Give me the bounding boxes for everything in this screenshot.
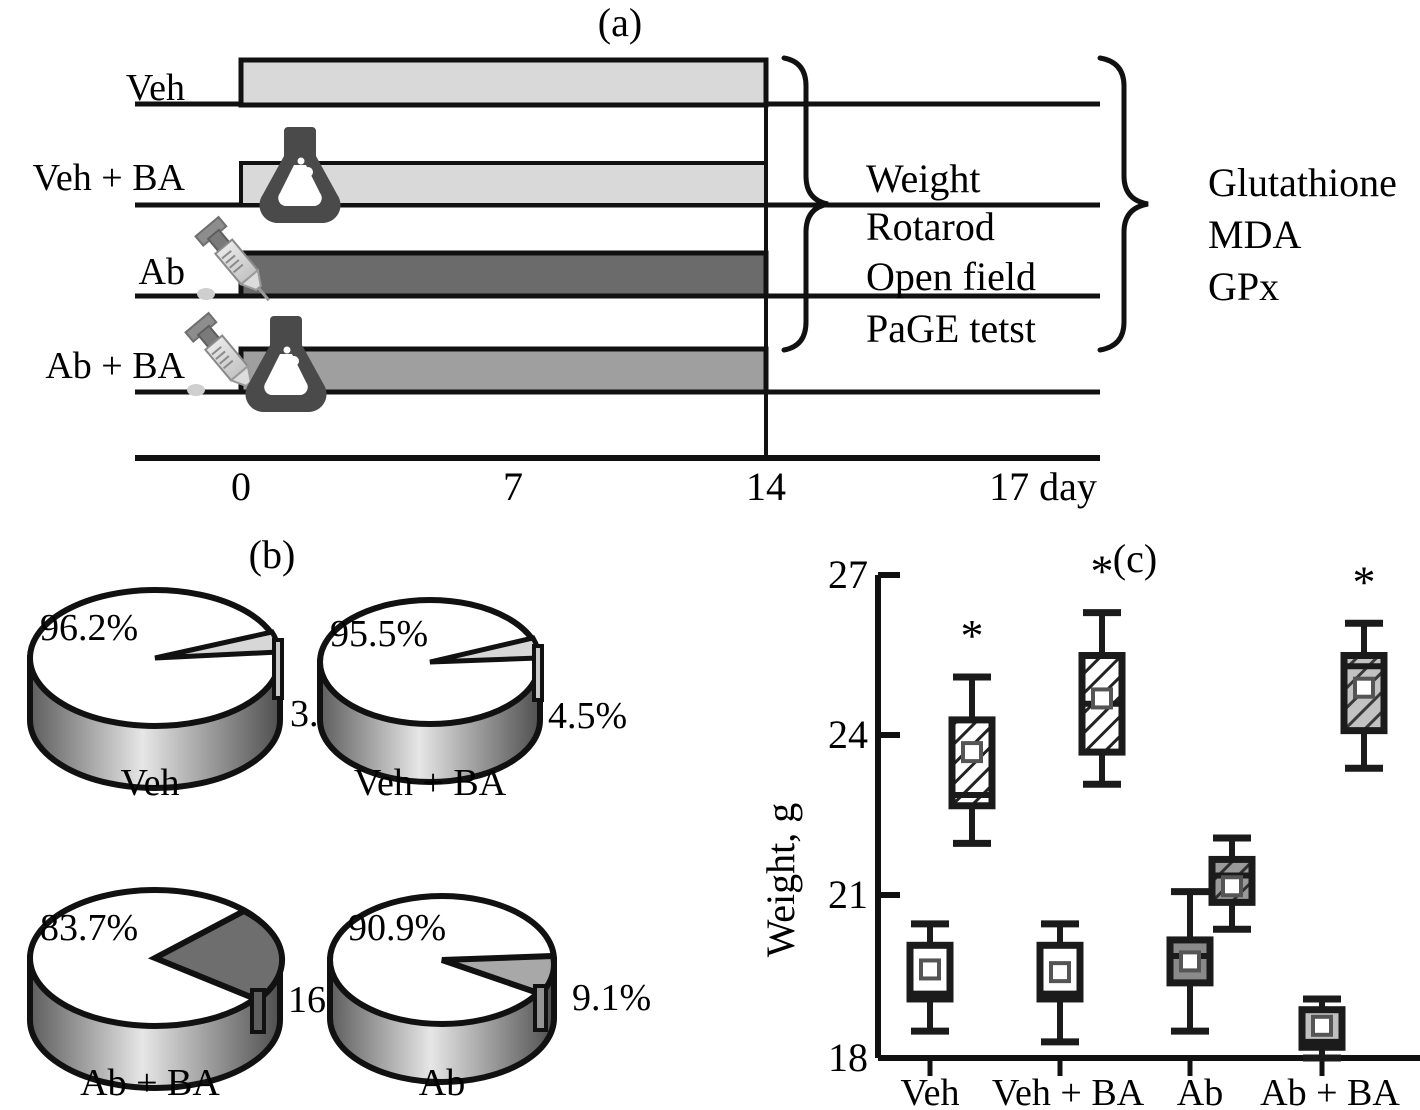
y-tick-label-27: 27 — [828, 552, 868, 597]
pie-slice-minor-side-veh-ba — [532, 644, 544, 702]
syringe-icon — [184, 311, 260, 398]
boxplot-box — [1166, 888, 1214, 1035]
bar-veh — [238, 57, 769, 108]
y-axis-label: Weight, g — [760, 803, 803, 958]
row-label-ab-ba: Ab + BA — [45, 345, 185, 387]
panel-c-boxplot: (c) Weight, g 27 24 21 18 * * * Veh Veh + … — [760, 536, 1420, 1110]
mean-marker — [1049, 961, 1071, 984]
significance-asterisk: * — [961, 610, 984, 661]
axis-tick-0: 0 — [231, 464, 251, 509]
flask-icon — [245, 316, 327, 412]
assay-item-gpx: GPx — [1208, 264, 1279, 309]
boxplot-box — [1208, 834, 1256, 933]
pie-slice-minor-side-ab-ba — [250, 988, 266, 1034]
panel-a-timeline: (a) Veh Veh + BA Ab Ab + BA — [33, 0, 1397, 509]
axis-tick-17-day: 17 day — [989, 464, 1097, 509]
x-tick-label-ab-ba: Ab + BA — [1260, 1072, 1400, 1110]
mean-marker — [1091, 687, 1113, 710]
significance-asterisk: * — [1091, 546, 1114, 597]
pie-slice-minor-ab-ba — [147, 907, 286, 1004]
syringe-icon — [194, 215, 270, 302]
pie-slice-minor-side-ab — [533, 984, 548, 1032]
pie-caption-veh-ba: Veh + BA — [354, 762, 507, 804]
assay-item-glutathione: Glutathione — [1208, 160, 1397, 205]
test-item-page-test: PaGE tetst — [866, 306, 1036, 351]
boxplot-box: * — [1078, 546, 1126, 788]
brace-behavioral-tests — [781, 55, 829, 353]
y-tick-label-18: 18 — [828, 1035, 868, 1080]
significance-asterisk: * — [1353, 556, 1376, 607]
box-iqr — [948, 716, 996, 810]
pie-caption-veh: Veh — [120, 762, 179, 804]
pie-caption-ab-ba: Ab + BA — [80, 1062, 220, 1104]
flask-icon — [259, 127, 341, 223]
x-tick-label-veh: Veh — [900, 1072, 959, 1110]
pie-major-label-veh-ba: 95.5% — [330, 613, 428, 655]
pie-major-label-ab-ba: 83.7% — [40, 907, 138, 949]
boxplot-box — [1298, 995, 1346, 1062]
panel-b-pie-charts: (b) 96.2% 3.8% Veh 95.5% 4.5% Veh + BA 8… — [27, 532, 651, 1104]
mean-marker — [919, 958, 941, 981]
mean-marker — [1353, 676, 1375, 699]
mean-marker — [961, 741, 983, 764]
panel-a-label: (a) — [598, 0, 642, 45]
box-iqr — [906, 941, 954, 1003]
assay-item-mda: MDA — [1208, 212, 1301, 257]
y-axis-ticks: 27 24 21 18 — [828, 552, 900, 1080]
brace-biochemical-assays — [1097, 55, 1149, 353]
test-item-weight: Weight — [866, 156, 981, 201]
x-tick-label-veh-ba: Veh + BA — [992, 1072, 1145, 1110]
boxplot-boxes: * * * — [906, 546, 1388, 1062]
y-tick-label-24: 24 — [828, 712, 868, 757]
y-tick-label-21: 21 — [828, 872, 868, 917]
pie-minor-label-veh-ba: 4.5% — [548, 695, 627, 737]
boxplot-box: * — [1340, 556, 1388, 772]
bar-ab — [238, 250, 769, 299]
boxplot-box — [1036, 920, 1084, 1046]
test-item-rotarod: Rotarod — [866, 204, 995, 249]
mean-marker — [1221, 875, 1243, 898]
pie-chart-veh: 96.2% 3.8% Veh — [27, 587, 369, 804]
pie-chart-ab-ba: 83.7% 16.3% Ab + BA — [27, 887, 386, 1104]
panel-c-label: (c) — [1113, 536, 1157, 581]
pie-major-label-veh: 96.2% — [40, 607, 138, 649]
axis-tick-7: 7 — [503, 464, 523, 509]
x-tick-label-ab: Ab — [1177, 1072, 1223, 1110]
row-label-ab: Ab — [139, 251, 185, 293]
pie-slice-minor-side-veh — [272, 638, 284, 700]
axis-tick-14: 14 — [746, 464, 786, 509]
mean-marker — [1179, 950, 1201, 973]
boxplot-box: * — [948, 610, 996, 847]
pie-chart-veh-ba: 95.5% 4.5% Veh + BA — [317, 597, 627, 804]
test-item-open-field: Open field — [866, 254, 1036, 299]
pie-caption-ab: Ab — [419, 1062, 465, 1104]
mean-marker — [1311, 1014, 1333, 1037]
pie-minor-label-ab: 9.1% — [572, 977, 651, 1019]
pie-major-label-ab: 90.9% — [348, 907, 446, 949]
boxplot-box — [906, 920, 954, 1035]
panel-b-label: (b) — [249, 532, 296, 577]
row-label-veh-ba: Veh + BA — [33, 157, 186, 199]
pie-chart-ab: 90.9% 9.1% Ab — [327, 893, 651, 1104]
